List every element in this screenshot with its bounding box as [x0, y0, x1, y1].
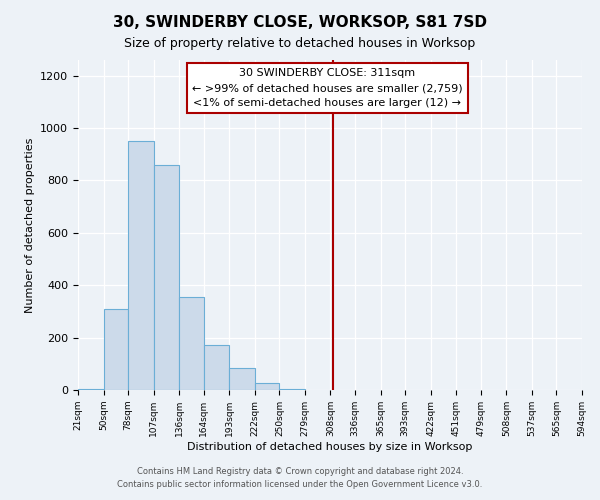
Bar: [128, 141, 154, 390]
Text: Size of property relative to detached houses in Worksop: Size of property relative to detached ho…: [124, 38, 476, 51]
Bar: [104, 309, 128, 390]
Text: 30, SWINDERBY CLOSE, WORKSOP, S81 7SD: 30, SWINDERBY CLOSE, WORKSOP, S81 7SD: [113, 15, 487, 30]
Bar: [78, 388, 104, 390]
X-axis label: Distribution of detached houses by size in Worksop: Distribution of detached houses by size …: [187, 442, 473, 452]
Bar: [204, 346, 229, 390]
Bar: [255, 384, 280, 390]
Bar: [229, 368, 255, 390]
Y-axis label: Number of detached properties: Number of detached properties: [25, 138, 35, 312]
Bar: [154, 165, 179, 390]
Bar: [179, 297, 204, 390]
Text: 30 SWINDERBY CLOSE: 311sqm
← >99% of detached houses are smaller (2,759)
<1% of : 30 SWINDERBY CLOSE: 311sqm ← >99% of det…: [192, 68, 463, 108]
Text: Contains HM Land Registry data © Crown copyright and database right 2024.
Contai: Contains HM Land Registry data © Crown c…: [118, 468, 482, 489]
Bar: [280, 388, 305, 390]
